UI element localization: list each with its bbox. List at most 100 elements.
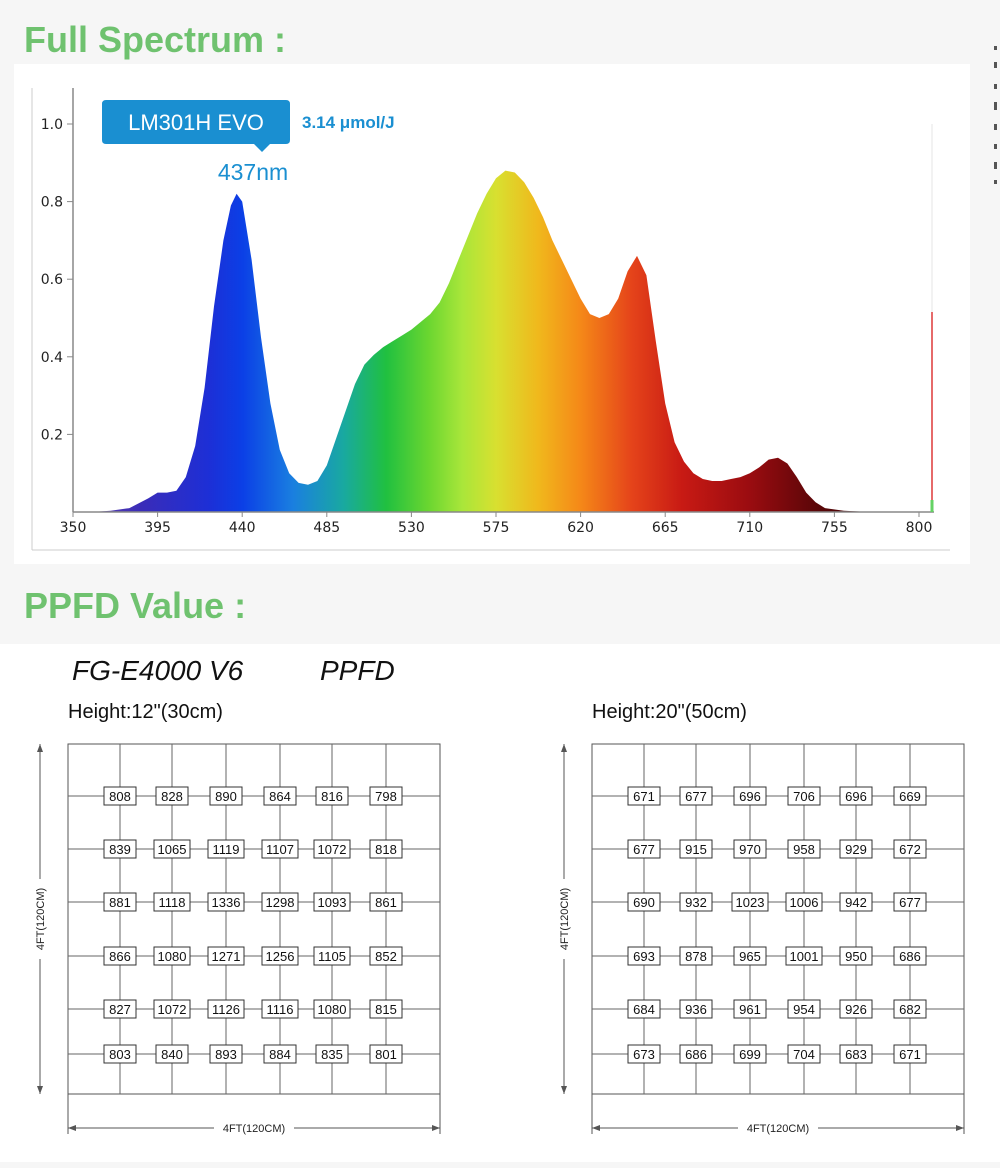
ppfd-cell-box xyxy=(209,786,243,806)
ppfd-cell-box xyxy=(207,946,245,966)
ppfd-cell-box xyxy=(153,892,191,912)
ppfd-cell-box xyxy=(369,839,403,859)
ppfd-cell-box xyxy=(153,999,191,1019)
ppfd-cell-value: 893 xyxy=(215,1047,237,1062)
ppfd-cell-box xyxy=(733,786,767,806)
ppfd-cell-box xyxy=(893,892,927,912)
x-tick-label: 800 xyxy=(906,520,933,536)
ppfd-cell-box xyxy=(627,892,661,912)
ppfd-cell-value: 881 xyxy=(109,895,131,910)
ppfd-cell-value: 815 xyxy=(375,1002,397,1017)
ppfd-cell-value: 683 xyxy=(845,1047,867,1062)
ppfd-cell-box xyxy=(787,999,821,1019)
x-dimension-arrow-left xyxy=(592,1125,600,1131)
x-dimension-label: 4FT(120CM) xyxy=(223,1123,285,1135)
ppfd-cell-box xyxy=(839,786,873,806)
ppfd-cell-box xyxy=(731,892,769,912)
ppfd-cell-value: 1298 xyxy=(266,895,295,910)
ppfd-cell-value: 808 xyxy=(109,789,131,804)
ppfd-cell-box xyxy=(369,892,403,912)
ppfd-cell-value: 1118 xyxy=(159,895,186,910)
y-tick-label: 1.0 xyxy=(41,117,63,133)
ppfd-cell-value: 686 xyxy=(899,949,921,964)
ppfd-cell-box xyxy=(839,1044,873,1064)
ppfd-cell-box xyxy=(261,892,299,912)
ppfd-cell-value: 861 xyxy=(375,895,397,910)
ppfd-cell-value: 1065 xyxy=(158,842,187,857)
ppfd-cell-value: 1001 xyxy=(790,949,819,964)
y-dimension-label: 4FT(120CM) xyxy=(35,888,47,950)
x-tick-label: 620 xyxy=(567,520,594,536)
ppfd-cell-box xyxy=(155,786,189,806)
ppfd-cell-box xyxy=(839,999,873,1019)
ppfd-cell-box xyxy=(679,786,713,806)
ppfd-cell-box xyxy=(787,1044,821,1064)
ppfd-cell-box xyxy=(839,892,873,912)
ppfd-cell-box xyxy=(627,839,661,859)
y-dimension-label: 4FT(120CM) xyxy=(559,888,571,950)
y-tick-label: 0.8 xyxy=(41,195,63,211)
ppfd-cell-value: 828 xyxy=(161,789,183,804)
ppfd-cell-box xyxy=(315,1044,349,1064)
ppfd-cell-box xyxy=(313,839,351,859)
ppfd-cell-box xyxy=(313,999,351,1019)
fixture-model-label: FG-E4000 V6 xyxy=(72,655,244,686)
ppfd-cell-value: 890 xyxy=(215,789,237,804)
ppfd-cell-box xyxy=(207,839,245,859)
ppfd-cell-value: 673 xyxy=(633,1047,655,1062)
y-tick-label: 0.4 xyxy=(41,350,63,366)
ppfd-cell-value: 671 xyxy=(899,1047,921,1062)
ppfd-cell-box xyxy=(103,999,137,1019)
ppfd-cell-value: 936 xyxy=(685,1002,707,1017)
x-tick-label: 530 xyxy=(398,520,425,536)
ppfd-cell-value: 929 xyxy=(845,842,867,857)
ppfd-cell-value: 1023 xyxy=(736,895,765,910)
y-dimension-label-bg xyxy=(557,879,571,959)
ppfd-cell-value: 1336 xyxy=(212,895,241,910)
spectrum-chart: 350 395 440 485 530 575 620 665 710 755 800 0.2 0.4 0… xyxy=(31,88,950,551)
x-dimension-arrow-left xyxy=(68,1125,76,1131)
ppfd-cell-value: 942 xyxy=(845,895,867,910)
y-tick-label: 0.2 xyxy=(41,427,63,443)
x-dimension-label: 4FT(120CM) xyxy=(747,1123,809,1135)
ppfd-cell-value: 696 xyxy=(845,789,867,804)
ppfd-cell-box xyxy=(627,999,661,1019)
ppfd-cell-box xyxy=(733,1044,767,1064)
ppfd-cell-box xyxy=(103,946,137,966)
ppfd-cell-value: 866 xyxy=(109,949,131,964)
ppfd-cell-box xyxy=(733,999,767,1019)
height-label: Height:20"(50cm) xyxy=(592,701,747,723)
cropped-edge-text xyxy=(992,40,1000,190)
ppfd-cell-box xyxy=(893,1044,927,1064)
ppfd-cell-box xyxy=(103,1044,137,1064)
ppfd-cell-box xyxy=(839,946,873,966)
x-tick-label: 350 xyxy=(60,520,87,536)
ppfd-grid-12in: Height:12"(30cm) 808 828 890 864 816 798 839 106… xyxy=(33,701,441,1135)
ppfd-subtitle: PPFD xyxy=(320,655,395,686)
ppfd-cell-box xyxy=(787,839,821,859)
x-tick-label: 395 xyxy=(144,520,171,536)
callout-label: LM301H EVO xyxy=(128,110,264,135)
ppfd-cell-box xyxy=(207,892,245,912)
ppfd-cell-box xyxy=(627,786,661,806)
x-tick-label: 485 xyxy=(313,520,340,536)
ppfd-cell-box xyxy=(207,999,245,1019)
grid-frame xyxy=(591,743,965,1095)
ppfd-cell-value: 958 xyxy=(793,842,815,857)
ppfd-cell-box xyxy=(679,839,713,859)
y-dimension-label-bg xyxy=(33,879,47,959)
y-tick-label: 0.6 xyxy=(41,272,63,288)
ppfd-cell-value: 1072 xyxy=(158,1002,187,1017)
ppfd-cell-value: 1093 xyxy=(318,895,347,910)
ppfd-cell-value: 672 xyxy=(899,842,921,857)
grid-frame xyxy=(67,743,441,1095)
y-dimension-arrow-top xyxy=(37,744,43,752)
ppfd-cell-box xyxy=(369,946,403,966)
spectrum-chart-panel: 350 395 440 485 530 575 620 665 710 755 800 0.2 0.4 0… xyxy=(14,64,970,564)
ppfd-grid-20in: Height:20"(50cm) 671 677 696 706 696 669 677 915… xyxy=(557,701,965,1135)
ppfd-cell-box xyxy=(103,892,137,912)
ppfd-cell-box xyxy=(893,999,927,1019)
ppfd-cell-value: 835 xyxy=(321,1047,343,1062)
ppfd-cell-value: 878 xyxy=(685,949,707,964)
ppfd-cell-value: 677 xyxy=(899,895,921,910)
